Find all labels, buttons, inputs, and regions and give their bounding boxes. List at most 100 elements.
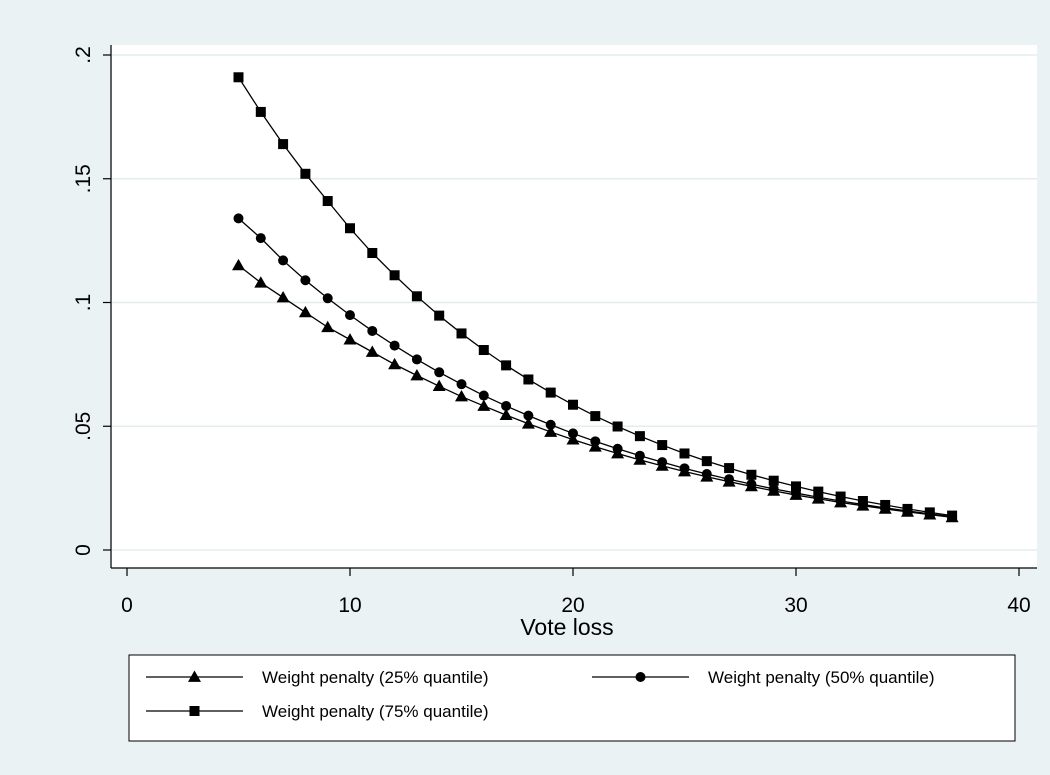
- square-marker: [456, 328, 467, 339]
- circle-marker: [568, 428, 578, 439]
- square-marker: [411, 291, 422, 302]
- square-marker: [255, 106, 266, 117]
- y-tick-label: .2: [72, 46, 95, 64]
- square-marker: [523, 374, 534, 385]
- triangle-marker: [232, 258, 245, 271]
- series-square: [233, 72, 958, 521]
- x-tick-label: 40: [1007, 594, 1030, 617]
- circle-marker: [233, 213, 244, 224]
- legend-item: Weight penalty (75% quantile): [146, 702, 489, 721]
- square-marker: [902, 503, 913, 514]
- square-marker: [590, 411, 601, 422]
- circle-marker: [322, 293, 333, 304]
- x-tick-label: 20: [561, 594, 584, 617]
- square-marker: [612, 421, 623, 432]
- series-layer: [232, 72, 959, 523]
- square-marker: [657, 440, 668, 451]
- circle-marker: [590, 436, 601, 447]
- square-marker: [322, 196, 333, 207]
- square-marker: [768, 475, 779, 486]
- circle-marker: [701, 469, 712, 480]
- triangle-marker: [410, 369, 424, 381]
- legend-label: Weight penalty (25% quantile): [262, 668, 489, 687]
- circle-marker: [367, 325, 378, 336]
- circle-marker: [345, 310, 355, 321]
- square-marker: [233, 72, 244, 83]
- y-tick-label: .05: [72, 412, 95, 441]
- circle-marker: [501, 400, 512, 411]
- square-marker: [367, 248, 378, 258]
- legend-item: Weight penalty (50% quantile): [592, 668, 935, 687]
- circle-marker: [255, 233, 266, 244]
- triangle-marker: [188, 670, 201, 682]
- square-marker: [545, 387, 556, 398]
- square-marker: [189, 706, 200, 716]
- triangle-marker: [388, 357, 402, 370]
- square-marker: [300, 168, 311, 179]
- legend: Weight penalty (25% quantile) Weight pena…: [146, 668, 935, 721]
- circle-marker: [478, 390, 489, 401]
- square-marker: [857, 495, 868, 506]
- square-marker: [701, 456, 712, 467]
- circle-marker: [635, 672, 646, 682]
- y-tick-label: .1: [72, 294, 95, 312]
- square-marker: [478, 345, 489, 356]
- triangle-marker: [276, 291, 290, 303]
- circle-marker: [278, 255, 289, 266]
- square-marker: [724, 463, 735, 474]
- square-marker: [947, 510, 958, 521]
- circle-marker: [545, 419, 556, 430]
- triangle-marker: [254, 276, 268, 288]
- square-marker: [501, 360, 512, 371]
- legend-label: Weight penalty (50% quantile): [708, 668, 935, 687]
- circle-marker: [411, 354, 422, 365]
- square-marker: [345, 223, 355, 234]
- legend-item: Weight penalty (25% quantile): [146, 668, 489, 687]
- triangle-marker: [432, 379, 446, 392]
- square-marker: [278, 139, 289, 150]
- triangle-marker: [566, 433, 580, 445]
- y-tick-label: 0: [72, 544, 95, 556]
- circle-marker: [434, 367, 445, 378]
- legend-label: Weight penalty (75% quantile): [262, 702, 489, 721]
- square-marker: [813, 486, 824, 497]
- legend-box: [128, 654, 1016, 742]
- square-marker: [568, 399, 578, 410]
- triangle-marker: [544, 425, 558, 437]
- triangle-marker: [455, 390, 468, 402]
- circle-marker: [724, 474, 735, 485]
- triangle-marker: [477, 399, 491, 411]
- circle-marker: [456, 379, 467, 390]
- square-marker: [389, 270, 400, 281]
- grid-lines: [111, 54, 1037, 551]
- x-tick-label: 30: [784, 594, 807, 617]
- triangle-marker: [298, 305, 312, 318]
- square-marker: [880, 499, 891, 510]
- x-tick-label: 0: [121, 594, 133, 617]
- circle-marker: [523, 410, 534, 421]
- square-marker: [634, 431, 645, 442]
- circle-marker: [634, 450, 645, 461]
- triangle-marker: [365, 345, 379, 357]
- axes: 0 .05 .1 .15 .2 0 10 20 30 40: [72, 45, 1037, 617]
- x-axis-title: Vote loss: [520, 614, 613, 640]
- triangle-marker: [343, 333, 357, 345]
- square-marker: [791, 481, 801, 492]
- circle-marker: [657, 457, 668, 468]
- square-marker: [434, 310, 445, 321]
- circle-marker: [679, 463, 690, 474]
- circle-marker: [389, 340, 400, 351]
- plot-area: [112, 45, 1037, 568]
- circle-marker: [612, 443, 623, 454]
- square-marker: [746, 469, 757, 480]
- triangle-marker: [499, 408, 513, 420]
- square-marker: [924, 507, 935, 518]
- y-tick-label: .15: [72, 164, 95, 193]
- circle-marker: [746, 479, 757, 490]
- square-marker: [679, 448, 690, 459]
- triangle-marker: [521, 417, 535, 429]
- square-marker: [835, 491, 846, 502]
- circle-marker: [768, 483, 779, 494]
- x-tick-label: 10: [338, 594, 361, 617]
